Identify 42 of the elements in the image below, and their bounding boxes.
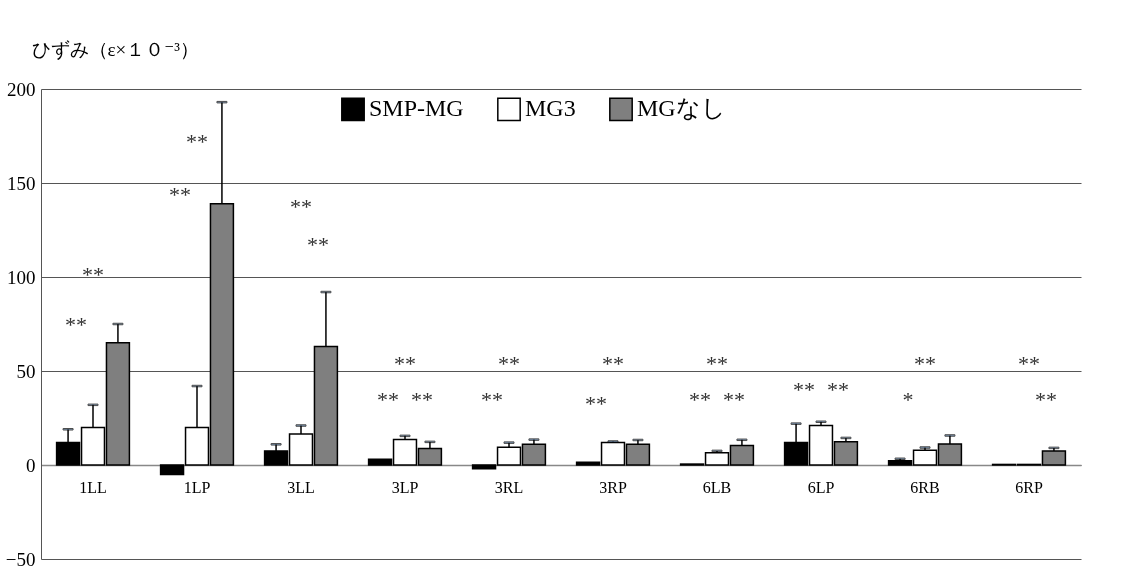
x-tick-label: 3RP xyxy=(599,478,627,496)
annotation: ** xyxy=(602,351,624,376)
x-tick-label: 1LL xyxy=(79,478,107,496)
x-tick-label: 3LP xyxy=(391,478,419,496)
annotation: ** xyxy=(1035,387,1057,412)
legend-label: MG3 xyxy=(525,95,576,122)
x-tick-label: 3LL xyxy=(287,478,315,496)
annotation: ** xyxy=(723,387,745,412)
annotation: ** xyxy=(481,387,503,412)
annotation: ** xyxy=(411,387,433,412)
annotation: ** xyxy=(65,312,87,337)
annotation: ** xyxy=(169,182,191,207)
annotation: ** xyxy=(377,387,399,412)
y-axis-title: ひずみ（ε×１０⁻³） xyxy=(31,38,199,60)
y-tick-label: −50 xyxy=(5,548,36,566)
annotation: ** xyxy=(689,387,711,412)
annotation: ** xyxy=(82,262,104,287)
annotation: ** xyxy=(186,129,208,154)
annotation: ** xyxy=(1018,351,1040,376)
annotation: ** xyxy=(914,351,936,376)
y-tick-label: 200 xyxy=(7,78,36,100)
annotation: ** xyxy=(394,351,416,376)
y-tick-label: 0 xyxy=(26,454,36,476)
legend-label: SMP-MG xyxy=(369,95,464,122)
annotation: ** xyxy=(706,351,728,376)
legend-label: MGなし xyxy=(637,95,726,122)
x-tick-label: 3RL xyxy=(494,478,524,496)
x-tick-label: 6RB xyxy=(910,478,940,496)
y-tick-label: 50 xyxy=(16,360,36,382)
annotation: ** xyxy=(498,351,520,376)
annotation: ** xyxy=(307,232,329,257)
annotation: ** xyxy=(585,391,607,416)
annotation: ** xyxy=(290,194,312,219)
x-tick-label: 6RP xyxy=(1015,478,1043,496)
x-tick-label: 1LP xyxy=(183,478,211,496)
x-tick-label: 6LP xyxy=(807,478,835,496)
y-tick-label: 100 xyxy=(7,266,36,288)
x-tick-label: 6LB xyxy=(702,478,732,496)
annotation: ** xyxy=(793,377,815,402)
y-tick-label: 150 xyxy=(7,172,36,194)
annotation: ** xyxy=(827,377,849,402)
annotation: * xyxy=(902,387,914,412)
